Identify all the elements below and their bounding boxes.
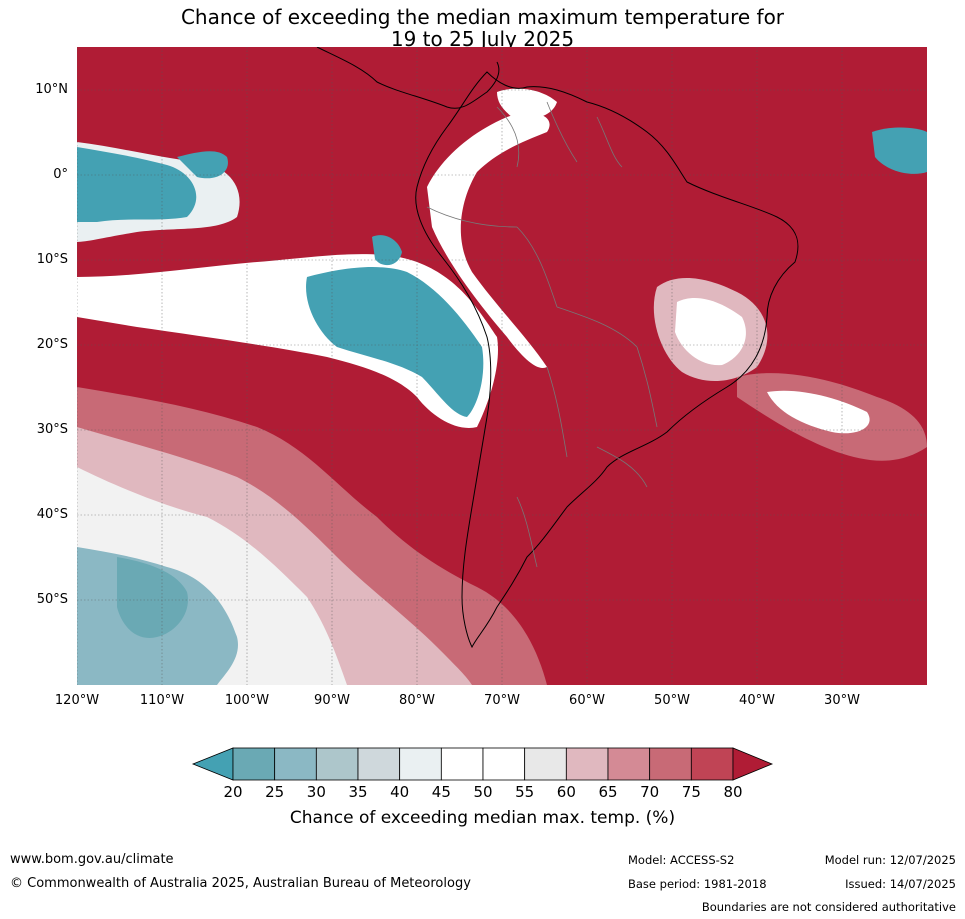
lat-label-20s: 20°S [36,337,68,352]
region-north-sa-white [497,88,557,119]
region-southwest-blue-dark [117,557,188,638]
colorbar-tick-label: 30 [306,783,326,801]
colorbar-tick-label: 60 [556,783,576,801]
region-central-pacific-blue [306,267,484,417]
footer-base-period: Base period: 1981-2018 [628,877,767,891]
map-grid [77,47,927,685]
footer-issued: Issued: 14/07/2025 [845,877,956,891]
colorbar-tick-label: 45 [431,783,451,801]
footer-disclaimer: Boundaries are not considered authoritat… [701,900,956,914]
lat-label-50s: 50°S [36,592,68,607]
lat-label-0: 0° [53,167,68,182]
colorbar-cell [524,747,567,781]
map-title-line2: 19 to 25 July 2025 [390,27,575,51]
colorbar-extend-low [191,747,234,781]
region-ebrazil-white [675,297,746,366]
lon-label-100w: 100°W [224,693,270,708]
lat-label-40s: 40°S [36,507,68,522]
colorbar-cell [274,747,317,781]
colorbar-cell [482,747,526,781]
colorbar-tick-label: 35 [348,783,368,801]
colorbar-cell [607,747,651,781]
footer-model: Model: ACCESS-S2 [628,853,735,867]
colorbar-cell [399,747,442,781]
colorbar-label: Chance of exceeding median max. temp. (%… [289,808,676,828]
central-america-coastline [316,47,500,109]
lon-label-110w: 110°W [139,693,185,708]
south-america-coastline [415,71,799,649]
colorbar-tick-label: 25 [265,783,285,801]
colorbar-tick-label: 70 [640,783,660,801]
colorbar-tick-label: 20 [223,783,243,801]
colorbar-cell [232,747,276,781]
probability-map [77,47,927,685]
map-title-line1: Chance of exceeding the median maximum t… [180,5,785,29]
colorbar [191,747,774,781]
region-andes-white [427,112,550,368]
colorbar-tick-label: 40 [390,783,410,801]
lon-label-40w: 40°W [739,693,775,708]
region-eatlantic-blue [872,127,927,174]
colorbar-cell [357,747,401,781]
colorbar-cell [649,747,692,781]
lon-label-60w: 60°W [569,693,605,708]
lon-label-30w: 30°W [824,693,860,708]
footer-model-run: Model run: 12/07/2025 [824,853,956,867]
colorbar-extend-high [732,747,774,781]
lat-label-10n: 10°N [35,82,68,97]
region-eq-pacific-blue2 [177,151,228,179]
lon-label-70w: 70°W [484,693,520,708]
region-eq-pacific-blue [77,147,197,222]
lon-label-50w: 50°W [654,693,690,708]
lat-label-30s: 30°S [36,422,68,437]
colorbar-tick-label: 80 [723,783,743,801]
colorbar-cell [690,747,734,781]
country-borders [426,101,658,568]
region-central-pacific-blue2 [372,235,402,266]
colorbar-cell [565,747,609,781]
colorbar-tick-label: 65 [598,783,618,801]
lon-label-90w: 90°W [314,693,350,708]
region-satlantic-white [767,390,870,434]
colorbar-tick-label: 75 [681,783,701,801]
lon-label-80w: 80°W [399,693,435,708]
footer-website: www.bom.gov.au/climate [10,852,174,867]
colorbar-cell [315,747,359,781]
lon-label-120w: 120°W [54,693,100,708]
colorbar-tick-label: 55 [515,783,535,801]
footer-copyright: © Commonwealth of Australia 2025, Austra… [10,876,471,891]
lat-label-10s: 10°S [36,252,68,267]
colorbar-cell [440,747,484,781]
colorbar-tick-label: 50 [473,783,493,801]
